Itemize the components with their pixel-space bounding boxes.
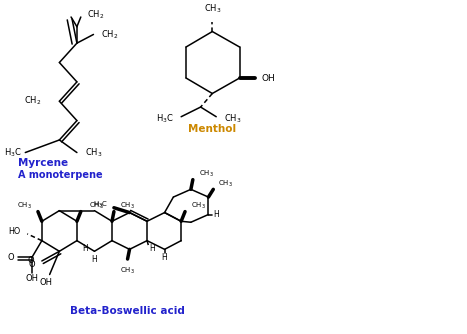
- Text: CH$_3$: CH$_3$: [89, 201, 104, 211]
- Text: CH$_3$: CH$_3$: [224, 113, 241, 125]
- Text: H$_3$C: H$_3$C: [156, 113, 173, 125]
- Text: CH$_3$: CH$_3$: [17, 201, 32, 211]
- Text: H$_3$C: H$_3$C: [93, 200, 108, 210]
- Text: CH$_3$: CH$_3$: [218, 178, 233, 189]
- Text: O: O: [28, 257, 34, 266]
- Text: A monoterpene: A monoterpene: [19, 170, 103, 180]
- Text: Menthol: Menthol: [188, 124, 236, 134]
- Text: H: H: [149, 244, 155, 253]
- Text: CH$_3$: CH$_3$: [120, 201, 134, 211]
- Text: OH: OH: [26, 274, 39, 283]
- Text: CH$_3$: CH$_3$: [204, 3, 221, 15]
- Text: HO: HO: [8, 227, 21, 236]
- Text: H$_3$C: H$_3$C: [4, 146, 21, 159]
- Text: CH$_3$: CH$_3$: [191, 201, 206, 211]
- Text: CH$_3$: CH$_3$: [85, 146, 102, 159]
- Text: CH$_2$: CH$_2$: [24, 95, 42, 108]
- Text: O: O: [28, 260, 35, 269]
- Text: H: H: [213, 210, 219, 219]
- Text: OH: OH: [39, 278, 52, 287]
- Text: OH: OH: [261, 73, 275, 82]
- Text: O: O: [8, 253, 14, 262]
- Text: Beta-Boswellic acid: Beta-Boswellic acid: [70, 306, 185, 316]
- Text: CH$_3$: CH$_3$: [198, 169, 213, 179]
- Text: Myrcene: Myrcene: [19, 158, 69, 168]
- Text: H: H: [82, 244, 87, 253]
- Text: CH$_2$: CH$_2$: [87, 9, 104, 21]
- Text: CH$_2$: CH$_2$: [101, 28, 119, 41]
- Text: H: H: [92, 255, 97, 264]
- Text: H: H: [162, 253, 168, 262]
- Text: CH$_3$: CH$_3$: [120, 266, 135, 276]
